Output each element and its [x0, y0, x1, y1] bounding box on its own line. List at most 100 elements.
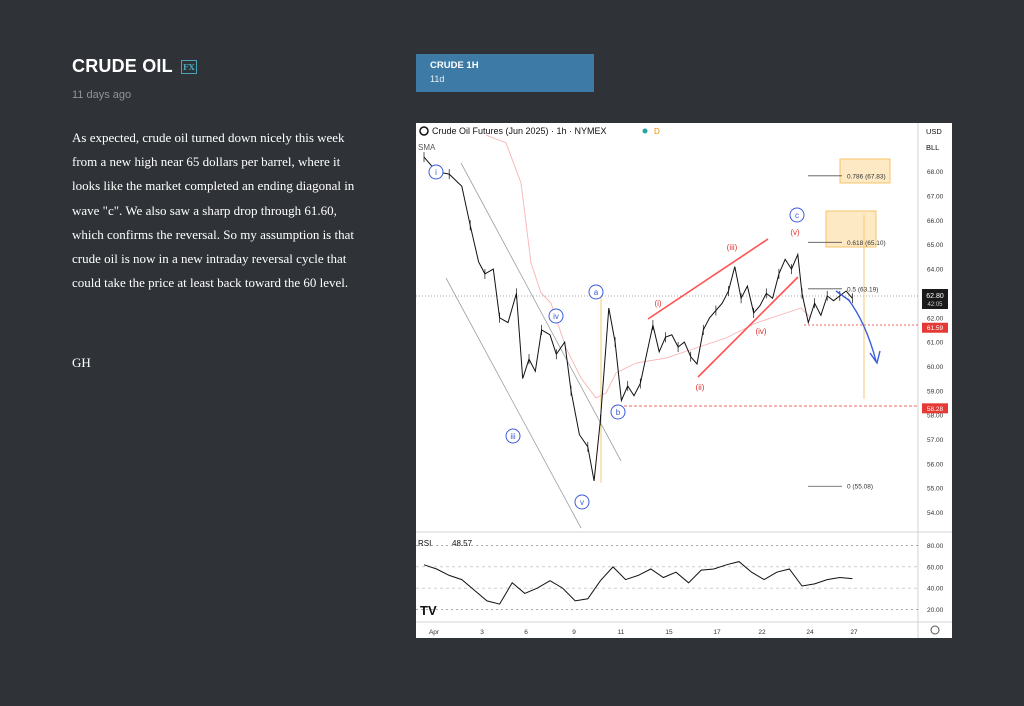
price-series — [423, 156, 853, 481]
rsi-label[interactable]: RSI — [418, 539, 431, 548]
price-tick-label: 55.00 — [927, 486, 944, 493]
diagonal-upper-line — [647, 238, 769, 320]
gear-icon[interactable] — [930, 625, 940, 635]
wave-label: c — [795, 211, 799, 220]
channel-line-lower — [445, 277, 582, 529]
chart-tab-title: CRUDE 1H — [430, 60, 479, 71]
wave-label: (iv) — [755, 327, 766, 336]
fib-level-label: 0.786 (67.83) — [847, 173, 886, 180]
price-tick-label: 68.00 — [927, 169, 944, 176]
candles — [423, 152, 853, 452]
price-tick-label: 56.00 — [927, 461, 944, 468]
fib-level-label: 0 (55.08) — [847, 484, 873, 491]
author-signature: GH — [72, 355, 91, 370]
fib-zone-0618 — [825, 210, 877, 248]
wave-label-circle — [428, 164, 444, 180]
time-tick-label: 6 — [524, 629, 528, 636]
projection-arrowhead — [869, 350, 881, 365]
rsi-tick-label: 40.00 — [927, 586, 944, 593]
price-tick-label: 54.00 — [927, 510, 944, 517]
wave-label-circle — [574, 494, 590, 510]
sma-line — [485, 134, 812, 399]
article-title: CRUDE OIL — [72, 56, 173, 76]
chart-tab-subtitle: 11d — [430, 74, 445, 84]
fib-zone-0786 — [839, 158, 891, 184]
price-tick-label: 62.00 — [927, 315, 944, 322]
wave-label: (i) — [654, 299, 661, 308]
price-tick-label: 61.00 — [927, 340, 944, 347]
time-tick-label: 17 — [713, 629, 721, 636]
price-tick-label: 65.00 — [927, 242, 944, 249]
currency-label[interactable]: USD — [926, 127, 942, 136]
price-tick-label: 67.00 — [927, 194, 944, 201]
tv-logo-text: TV — [420, 603, 437, 618]
tradingview-logo: TV — [420, 603, 437, 618]
time-tick-label: 9 — [572, 629, 576, 636]
symbol-logo-icon — [419, 126, 429, 136]
wave-label: b — [616, 408, 621, 417]
fx-badge[interactable]: FX — [180, 59, 197, 74]
time-tick-label: 15 — [665, 629, 673, 636]
indicator-label[interactable]: SMA — [418, 143, 436, 152]
wave-label-circle — [610, 404, 626, 420]
last-price-tag: 62.80 42:05 — [922, 289, 948, 309]
projection-arrow — [847, 298, 877, 362]
wave-label: (v) — [790, 228, 800, 237]
wave-label-circle — [505, 428, 521, 444]
time-tick-label: 24 — [806, 629, 814, 636]
article-title-row: CRUDE OIL FX — [72, 56, 197, 77]
level-tags: 61.59 58.28 — [922, 322, 948, 414]
fib-level-label: 0.5 (63.19) — [847, 286, 878, 293]
wave-label-circle — [789, 207, 805, 223]
last-price-value: 62.80 — [926, 293, 944, 300]
countdown-value: 42:05 — [927, 302, 943, 308]
wave-label: i — [435, 168, 437, 177]
wave-label-circle — [548, 308, 564, 324]
price-tick-label: 59.00 — [927, 388, 944, 395]
rsi-levels: 80.00 60.00 40.00 20.00 — [416, 543, 944, 614]
article-body: As expected, crude oil turned down nicel… — [72, 130, 355, 291]
price-tick-label: 60.00 — [927, 364, 944, 371]
chart-header: Crude Oil Futures (Jun 2025) · 1h · NYME… — [418, 126, 942, 635]
price-tick-label: 66.00 — [927, 218, 944, 225]
projection-arrow-start — [835, 290, 851, 302]
level-tag — [922, 322, 948, 333]
price-tick-label: 57.00 — [927, 437, 944, 444]
wave-label-circle — [588, 284, 604, 300]
rsi-value: 48.57 — [452, 539, 473, 548]
tradingview-chart[interactable]: 54.00 55.00 56.00 57.00 58.00 59.00 60.00 61.00… — [416, 123, 952, 638]
price-tick-label: 58.00 — [927, 413, 944, 420]
status-badge: D — [654, 127, 660, 136]
time-axis-labels: Apr 3 6 9 11 15 17 22 24 27 — [429, 629, 858, 636]
level-tag-label: 58.28 — [927, 406, 944, 413]
time-tick-label: 3 — [480, 629, 484, 636]
chart-tab[interactable]: CRUDE 1H 11d — [416, 54, 594, 92]
rsi-tick-label: 60.00 — [927, 564, 944, 571]
time-tick-label: 11 — [618, 629, 625, 636]
time-tick-label: 27 — [850, 629, 858, 636]
time-tick-label: 22 — [758, 629, 766, 636]
market-status-dot — [642, 128, 648, 134]
price-tick-label: 64.00 — [927, 267, 944, 274]
rsi-series — [423, 561, 853, 605]
rsi-tick-label: 80.00 — [927, 543, 944, 550]
wave-label: iii — [510, 432, 516, 441]
fib-level-label: 0.618 (65.10) — [847, 240, 886, 247]
level-tag-label: 61.59 — [927, 325, 944, 332]
wave-label: a — [594, 288, 599, 297]
level-tag — [922, 403, 948, 414]
rsi-tick-label: 20.00 — [927, 607, 944, 614]
post-timestamp: 11 days ago — [72, 89, 132, 101]
wave-label: v — [580, 498, 584, 507]
diagonal-lower-line — [697, 276, 799, 378]
price-axis-labels: 54.00 55.00 56.00 57.00 58.00 59.00 60.00 61.00… — [927, 169, 944, 517]
symbol-title[interactable]: Crude Oil Futures (Jun 2025) · 1h · NYME… — [432, 126, 607, 136]
wave-label: (iii) — [727, 243, 738, 252]
channel-line-upper — [460, 162, 622, 462]
wave-label: (ii) — [696, 383, 705, 392]
time-tick-label: Apr — [429, 629, 440, 636]
unit-label[interactable]: BLL — [926, 143, 939, 152]
fib-levels: 0.786 (67.83) 0.618 (65.10) 0.5 (63.19) 0 (… — [808, 173, 886, 491]
chart-background — [416, 123, 952, 638]
